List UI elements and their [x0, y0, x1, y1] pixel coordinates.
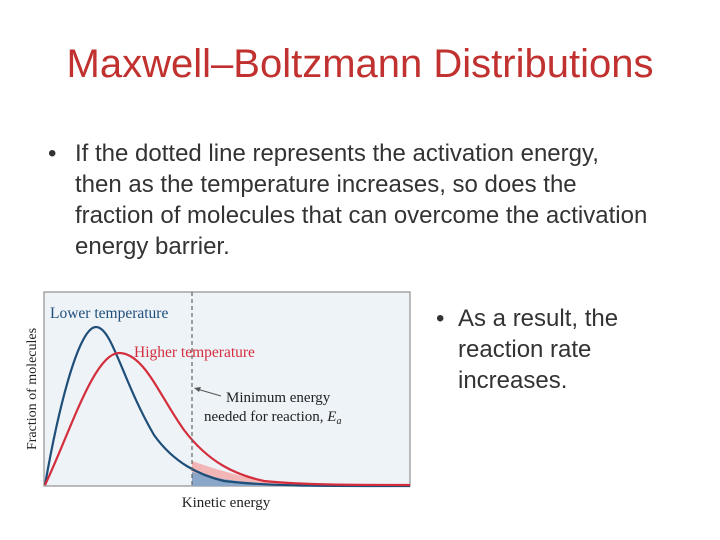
distribution-plot: Lower temperature Higher temperature Min… — [25, 291, 411, 511]
annotation-subscript: a — [336, 416, 341, 427]
lower-temperature-curve — [43, 325, 411, 488]
annotation-text: needed for reaction, — [204, 409, 327, 425]
higher-temp-tail-area — [192, 461, 410, 486]
y-axis-label: Fraction of molecules — [25, 328, 40, 450]
annotation-symbol: E — [326, 409, 336, 425]
bullet-text: As a result, the reaction rate increases… — [458, 305, 619, 394]
bullet-activation-energy: • If the dotted line represents the acti… — [48, 138, 648, 262]
bullet-marker: • — [436, 305, 445, 332]
bullet-text: If the dotted line represents the activa… — [75, 140, 648, 260]
annotation-line-2: needed for reaction, Ea — [204, 409, 341, 427]
higher-temperature-curve — [44, 351, 411, 487]
annotation-arrowhead — [194, 387, 201, 392]
annotation-arrow — [196, 388, 222, 397]
slide-title: Maxwell–Boltzmann Distributions — [66, 42, 654, 86]
lower-temperature-label: Lower temperature — [50, 305, 168, 322]
higher-temperature-label: Higher temperature — [134, 344, 255, 361]
annotation-line-1: Minimum energy — [226, 390, 331, 406]
x-axis-label: Kinetic energy — [182, 495, 271, 511]
bullet-reaction-rate: • As a result, the reaction rate increas… — [436, 303, 696, 396]
bullet-marker: • — [48, 140, 57, 167]
distribution-figure: Lower temperature Higher temperature Min… — [14, 285, 414, 520]
plot-frame — [43, 291, 411, 487]
